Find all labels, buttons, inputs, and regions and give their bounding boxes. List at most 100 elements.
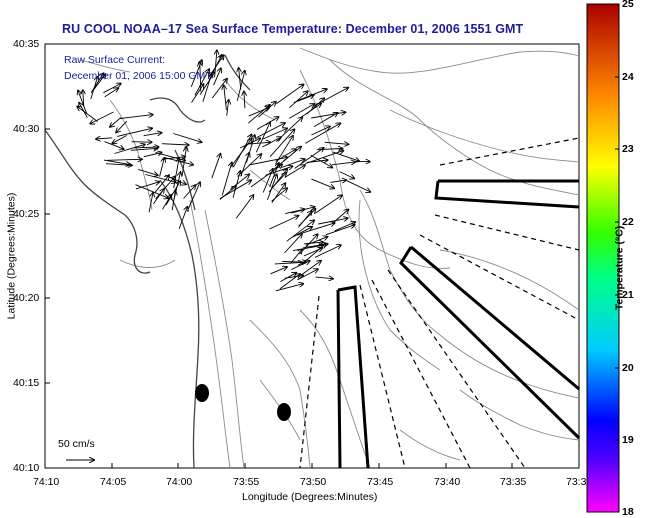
colorbar-label: Temperature (°C) (613, 225, 626, 311)
current-vector (262, 137, 281, 148)
current-vector (229, 139, 251, 168)
current-vector (280, 273, 296, 282)
overlay-line2: December 01, 2006 15:00 GMT (64, 70, 212, 82)
current-vector (315, 277, 333, 279)
colorbar-tick-label: 24 (622, 71, 634, 83)
current-vector (244, 92, 245, 109)
current-vector (262, 169, 273, 193)
current-vector (310, 154, 333, 167)
current-vector (257, 123, 285, 138)
bathymetry-contours (79, 47, 580, 469)
current-vector (227, 100, 229, 116)
y-tick-label: 40:15 (13, 377, 40, 389)
x-tick-label: 73:45 (367, 476, 394, 488)
colorbar-tick-label: 23 (622, 143, 634, 155)
current-vector (311, 126, 330, 136)
current-vector (292, 227, 312, 238)
current-vector (270, 267, 288, 275)
x-tick-label: 73:35 (500, 476, 527, 488)
current-vector (112, 135, 127, 144)
current-vector (324, 142, 349, 144)
station-marker (195, 384, 209, 402)
current-vector (303, 244, 328, 249)
current-vector (302, 223, 335, 234)
current-vector (159, 158, 165, 177)
current-vector (171, 191, 175, 211)
current-vector (314, 245, 341, 258)
current-vector (211, 79, 227, 99)
current-vector (199, 72, 215, 95)
current-vector (284, 234, 302, 254)
current-vector (173, 133, 201, 143)
current-vector (77, 107, 98, 122)
current-vector (298, 209, 316, 227)
x-tick-label: 73:50 (300, 476, 327, 488)
current-vector (162, 195, 172, 210)
current-vector (274, 262, 302, 264)
y-axis-label: Latitude (Degrees:Minutes) (5, 192, 18, 320)
current-vector (130, 148, 158, 150)
y-tick-label: 40:35 (13, 38, 40, 50)
current-vector (155, 176, 175, 200)
current-vector (303, 248, 323, 257)
axis-ticks (44, 43, 513, 469)
current-vector (294, 148, 324, 169)
current-vector (143, 133, 162, 137)
current-vector (269, 129, 294, 157)
current-vector (291, 207, 314, 214)
current-vector (224, 85, 227, 111)
overlay-line1: Raw Surface Current: (64, 54, 165, 66)
current-vector (281, 159, 305, 168)
colorbar (586, 3, 620, 513)
current-vector (313, 113, 338, 127)
y-tick-label: 40:20 (13, 292, 40, 304)
current-vector (311, 112, 345, 119)
current-vector (186, 182, 200, 212)
current-vector (346, 180, 370, 192)
current-vector (235, 195, 253, 219)
current-vector (135, 182, 159, 190)
current-vector (116, 120, 128, 132)
current-vector (284, 165, 305, 178)
current-vector (178, 207, 187, 230)
current-vector (232, 171, 240, 198)
current-vector (311, 178, 334, 188)
current-vector (339, 171, 355, 179)
current-vector (90, 77, 98, 100)
current-vector (305, 237, 328, 246)
current-vector (148, 193, 153, 213)
colorbar-tick-label: 19 (622, 434, 634, 446)
current-vector (221, 163, 232, 196)
current-vector (305, 123, 340, 144)
survey-lines (299, 137, 580, 469)
current-vector (314, 195, 342, 214)
current-vector (271, 188, 288, 202)
current-vector (248, 107, 270, 117)
x-axis-label: Longitude (Degrees:Minutes) (242, 491, 378, 503)
current-vector (248, 157, 288, 166)
current-vector (330, 180, 346, 182)
current-vector (286, 220, 315, 242)
current-vector (279, 274, 300, 290)
colorbar-tick-label: 25 (622, 0, 634, 10)
current-vector (107, 159, 142, 160)
current-vector (316, 149, 343, 150)
colorbar-tick-label: 20 (622, 362, 634, 374)
current-vector (245, 135, 254, 163)
current-vector (236, 71, 245, 101)
colorbar-ticks (615, 76, 619, 441)
x-tick-label: 73:3 (566, 476, 587, 488)
current-vector (110, 117, 122, 127)
colorbar-tick-label: 18 (622, 506, 634, 518)
station-markers (195, 384, 291, 421)
current-vector (183, 185, 196, 199)
current-vector (165, 181, 180, 206)
y-tick-label: 40:10 (13, 462, 40, 474)
colorbar-tick-label: 21 (622, 289, 634, 301)
current-vector (266, 174, 276, 201)
current-vector (331, 162, 355, 166)
current-vector (305, 151, 344, 165)
current-vector (194, 69, 209, 96)
current-vector (211, 154, 221, 179)
sampling-boxes (336, 179, 581, 469)
